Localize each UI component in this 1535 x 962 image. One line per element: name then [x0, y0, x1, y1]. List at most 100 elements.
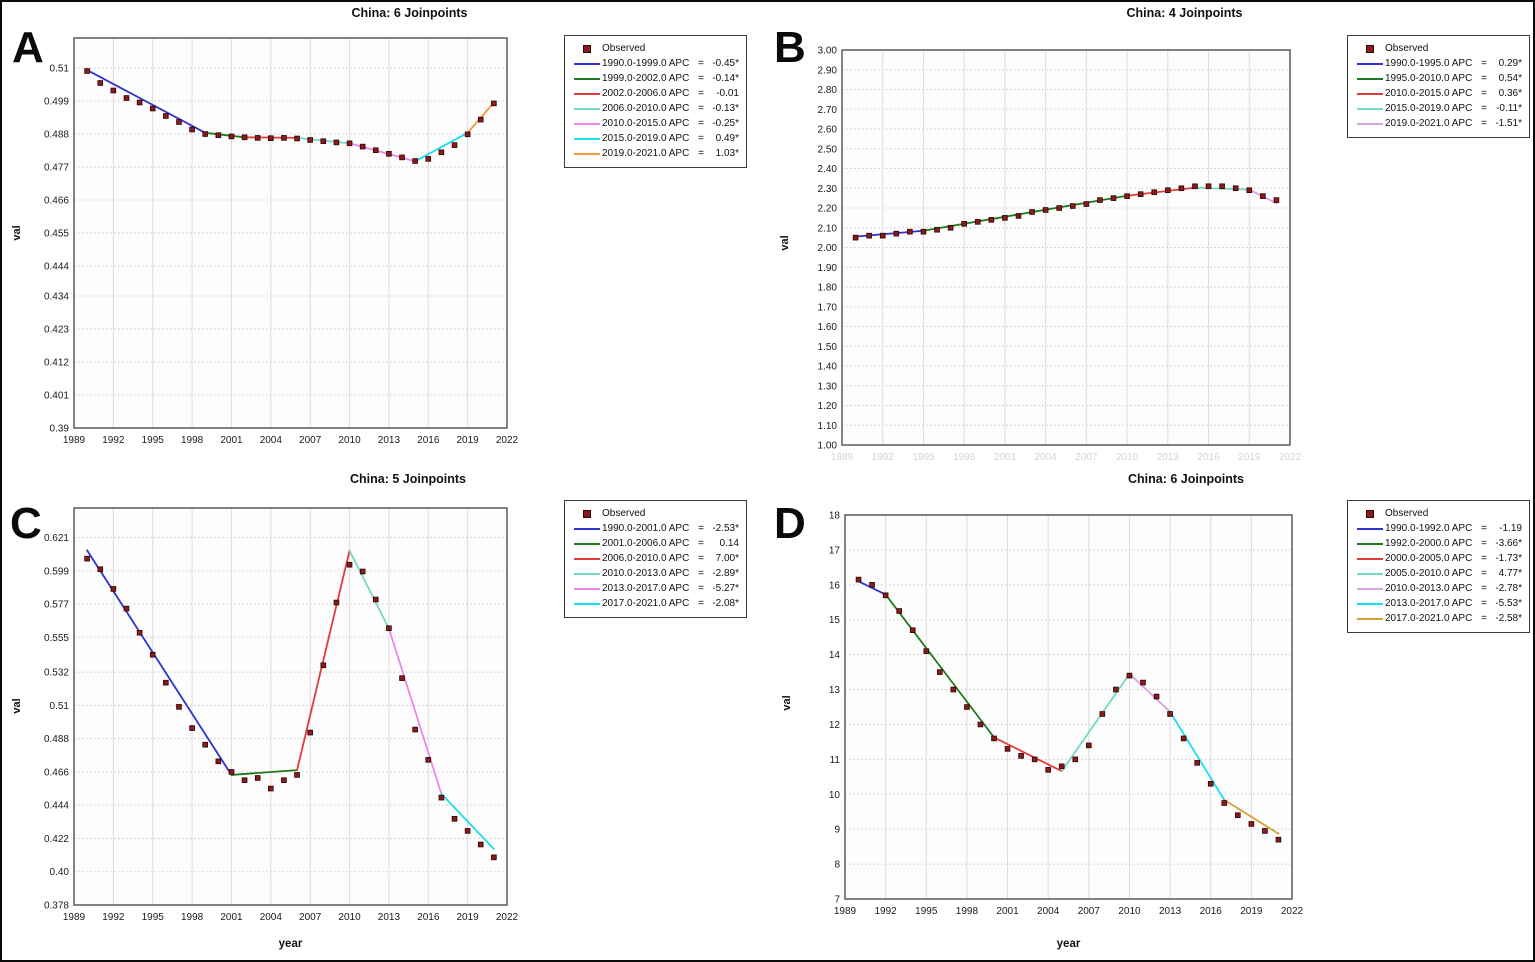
legend-marker: [572, 137, 602, 140]
svg-text:2016: 2016: [1200, 906, 1223, 917]
svg-text:2013: 2013: [1159, 906, 1182, 917]
legend-row: 2001.0-2006.0 APC = 0.14: [572, 536, 739, 551]
segment-line-icon: [1357, 542, 1383, 545]
segment-line-icon: [574, 92, 600, 95]
legend-marker: [1355, 557, 1385, 560]
svg-text:2010: 2010: [338, 912, 361, 923]
observed-points: [852, 183, 1280, 241]
svg-text:1992: 1992: [102, 912, 125, 923]
svg-text:1.10: 1.10: [818, 421, 838, 432]
svg-text:1998: 1998: [181, 912, 204, 923]
segment-line-icon: [574, 122, 600, 125]
segment-line-icon: [574, 587, 600, 590]
svg-text:2004: 2004: [1037, 906, 1060, 917]
segment-line-icon: [1357, 122, 1383, 125]
svg-text:2.20: 2.20: [818, 204, 838, 215]
legend-row: 1990.0-1995.0 APC = 0.29*: [1355, 56, 1522, 71]
svg-text:2001: 2001: [996, 906, 1019, 917]
panel-d-ylabel: val: [781, 695, 793, 711]
svg-text:2004: 2004: [260, 435, 283, 446]
fitted-segments: [857, 580, 1280, 835]
svg-text:2004: 2004: [260, 912, 283, 923]
legend-marker: [572, 572, 602, 575]
svg-text:0.599: 0.599: [44, 566, 69, 577]
svg-text:1992: 1992: [875, 906, 898, 917]
panel-d-legend: Observed 1990.0-1992.0 APC = -1.19 1992.0-20…: [1347, 500, 1530, 633]
svg-text:0.423: 0.423: [44, 325, 69, 336]
legend-marker: [1355, 107, 1385, 110]
panel-d-xlabel: year: [1056, 938, 1081, 950]
legend-marker: [1355, 572, 1385, 575]
panel-a-title: China: 6 Joinpoints: [351, 6, 468, 20]
legend-row: 2010.0-2013.0 APC = -2.89*: [572, 566, 739, 581]
x-tick-labels: 1989 1992 1995 1998 2001 2004 2007 2010 2013 2016…: [63, 435, 519, 446]
svg-text:1998: 1998: [181, 435, 204, 446]
legend-row: 2019.0-2021.0 APC = 1.03*: [572, 146, 739, 161]
x-tick-labels: 1989 1992 1995 1998 2001 2004 2007 2010 2013 2016…: [834, 906, 1304, 917]
observed-points: [84, 68, 497, 164]
panel-c-legend: Observed 1990.0-2001.0 APC = -2.53* 2001.0-2…: [564, 500, 747, 618]
svg-text:2010: 2010: [1118, 906, 1141, 917]
legend-row: 2006.0-2010.0 APC = -0.13*: [572, 101, 739, 116]
segment-line-icon: [1357, 617, 1383, 620]
segment-line-icon: [574, 62, 600, 65]
panel-d-title: China: 6 Joinpoints: [1128, 472, 1244, 486]
svg-text:7: 7: [834, 895, 840, 906]
segment-line-icon: [574, 602, 600, 605]
observed-marker-icon: [583, 44, 591, 53]
observed-marker-icon: [1366, 509, 1374, 518]
legend-row: 1990.0-1999.0 APC = -0.45*: [572, 56, 739, 71]
svg-text:2019: 2019: [457, 912, 480, 923]
svg-text:1995: 1995: [915, 906, 938, 917]
svg-text:2013: 2013: [1157, 452, 1180, 463]
svg-text:1.20: 1.20: [818, 401, 838, 412]
legend-marker: [1355, 122, 1385, 125]
svg-text:0.39: 0.39: [50, 424, 70, 435]
svg-text:2004: 2004: [1035, 452, 1058, 463]
svg-text:1.90: 1.90: [818, 263, 838, 274]
svg-text:0.488: 0.488: [44, 130, 69, 141]
legend-row: Observed: [572, 506, 739, 521]
legend-row: 2010.0-2013.0 APC = -2.78*: [1355, 581, 1522, 596]
panel-a-legend: Observed 1990.0-1999.0 APC = -0.45* 1999.0-2…: [564, 35, 747, 168]
legend-marker: [572, 557, 602, 560]
legend-marker: [572, 509, 602, 518]
svg-text:2.00: 2.00: [818, 243, 838, 254]
svg-text:0.51: 0.51: [50, 701, 70, 712]
legend-marker: [1355, 602, 1385, 605]
svg-text:1998: 1998: [953, 452, 976, 463]
svg-text:2001: 2001: [220, 912, 243, 923]
legend-marker: [572, 44, 602, 53]
svg-text:1989: 1989: [831, 452, 854, 463]
legend-row: 1990.0-2001.0 APC = -2.53*: [572, 521, 739, 536]
svg-text:2.10: 2.10: [818, 223, 838, 234]
svg-text:10: 10: [829, 790, 841, 801]
svg-text:0.488: 0.488: [44, 734, 69, 745]
svg-text:1.00: 1.00: [818, 441, 838, 452]
svg-text:13: 13: [829, 685, 841, 696]
svg-text:2.80: 2.80: [818, 85, 838, 96]
legend-marker: [572, 527, 602, 530]
y-tick-labels: 3.00 2.90 2.80 2.70 2.60 2.50 2.40 2.30 2.20 2.10…: [818, 46, 838, 452]
svg-text:18: 18: [829, 511, 841, 522]
legend-row: Observed: [1355, 41, 1522, 56]
panel-c-plot: 0.621 0.599 0.577 0.555 0.532 0.51 0.488 0.466 0…: [44, 507, 519, 923]
svg-text:1995: 1995: [142, 912, 165, 923]
svg-text:1995: 1995: [912, 452, 935, 463]
svg-text:0.401: 0.401: [44, 391, 69, 402]
observed-marker-icon: [1366, 44, 1374, 53]
legend-marker: [572, 107, 602, 110]
legend-marker: [1355, 509, 1385, 518]
svg-text:2010: 2010: [1116, 452, 1139, 463]
legend-row: 1995.0-2010.0 APC = 0.54*: [1355, 71, 1522, 86]
legend-marker: [1355, 44, 1385, 53]
panel-a-ylabel: val: [11, 225, 23, 241]
svg-text:0.555: 0.555: [44, 633, 69, 644]
svg-text:0.477: 0.477: [44, 163, 69, 174]
svg-text:1992: 1992: [872, 452, 895, 463]
segment-line-icon: [574, 542, 600, 545]
fitted-segments: [86, 549, 495, 850]
panel-b-title: China: 4 Joinpoints: [1126, 6, 1243, 20]
x-tick-labels: 1989 1992 1995 1998 2001 2004 2007 2010 2013 2016…: [63, 912, 519, 923]
